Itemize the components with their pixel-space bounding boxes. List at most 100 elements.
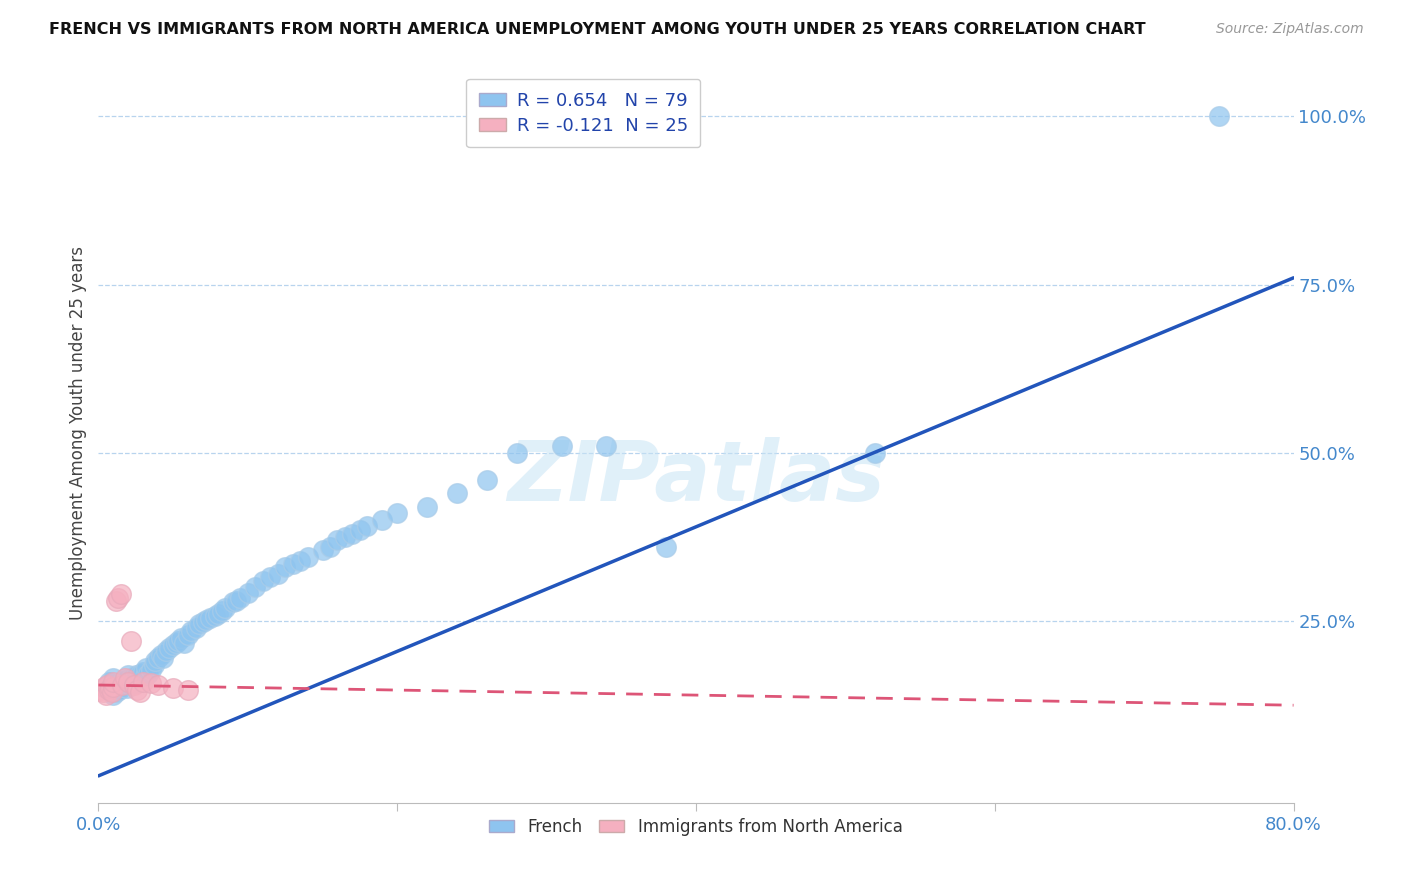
Point: [150, 648, 173, 662]
Y-axis label: Unemployment Among Youth under 25 years: Unemployment Among Youth under 25 years: [69, 245, 87, 620]
Point: [349, 523, 371, 537]
Point: [101, 685, 124, 699]
Point: [371, 513, 394, 527]
Point: [342, 526, 364, 541]
Point: [120, 671, 142, 685]
Point: [134, 669, 156, 683]
Point: [245, 581, 267, 595]
Point: [93, 680, 115, 694]
Point: [91, 685, 114, 699]
Point: [166, 634, 188, 648]
Point: [165, 635, 187, 649]
Point: [157, 640, 180, 655]
Point: [333, 530, 356, 544]
Point: [135, 661, 157, 675]
Point: [319, 540, 342, 554]
Point: [252, 574, 274, 588]
Point: [124, 678, 146, 692]
Point: [118, 678, 141, 692]
Point: [139, 676, 162, 690]
Point: [129, 666, 152, 681]
Point: [105, 594, 128, 608]
Point: [225, 594, 247, 608]
Point: [97, 674, 120, 689]
Point: [96, 678, 118, 692]
Point: [200, 611, 222, 625]
Point: [222, 595, 245, 609]
Point: [103, 688, 125, 702]
Point: [177, 627, 200, 641]
Point: [128, 671, 150, 685]
Point: [214, 600, 236, 615]
Point: [184, 621, 207, 635]
Point: [655, 540, 678, 554]
Point: [274, 560, 297, 574]
Point: [107, 678, 129, 692]
Point: [311, 543, 333, 558]
Point: [103, 671, 125, 685]
Point: [98, 681, 122, 696]
Point: [229, 591, 252, 605]
Text: Source: ZipAtlas.com: Source: ZipAtlas.com: [1216, 22, 1364, 37]
Point: [595, 439, 617, 453]
Point: [103, 680, 125, 694]
Point: [121, 674, 143, 689]
Point: [204, 608, 226, 623]
Point: [155, 644, 177, 658]
Point: [143, 655, 166, 669]
Legend: French, Immigrants from North America: French, Immigrants from North America: [482, 811, 910, 843]
Point: [297, 550, 319, 565]
Point: [177, 682, 200, 697]
Point: [129, 685, 152, 699]
Point: [107, 591, 129, 605]
Text: FRENCH VS IMMIGRANTS FROM NORTH AMERICA UNEMPLOYMENT AMONG YOUTH UNDER 25 YEARS : FRENCH VS IMMIGRANTS FROM NORTH AMERICA …: [49, 22, 1146, 37]
Point: [132, 674, 155, 689]
Point: [191, 615, 214, 630]
Point: [127, 676, 149, 690]
Point: [114, 673, 136, 688]
Point: [475, 473, 498, 487]
Point: [142, 657, 165, 672]
Point: [120, 634, 142, 648]
Point: [110, 587, 132, 601]
Point: [195, 613, 218, 627]
Point: [162, 681, 184, 696]
Point: [114, 671, 136, 685]
Point: [281, 557, 304, 571]
Point: [865, 446, 887, 460]
Point: [117, 668, 139, 682]
Point: [288, 553, 311, 567]
Point: [115, 681, 138, 696]
Point: [98, 678, 122, 692]
Point: [117, 674, 139, 689]
Point: [506, 446, 529, 460]
Point: [187, 617, 209, 632]
Point: [94, 688, 117, 702]
Point: [446, 486, 468, 500]
Point: [108, 682, 131, 697]
Point: [112, 676, 135, 690]
Point: [127, 682, 149, 697]
Point: [111, 678, 134, 692]
Point: [105, 685, 128, 699]
Point: [259, 570, 281, 584]
Point: [148, 678, 170, 692]
Point: [110, 680, 132, 694]
Text: ZIPatlas: ZIPatlas: [508, 436, 884, 517]
Point: [90, 682, 112, 697]
Point: [326, 533, 349, 548]
Point: [356, 518, 378, 533]
Point: [148, 651, 170, 665]
Point: [180, 624, 202, 639]
Point: [162, 638, 184, 652]
Point: [94, 681, 117, 696]
Point: [125, 668, 148, 682]
Point: [211, 604, 233, 618]
Point: [385, 507, 409, 521]
Point: [97, 682, 120, 697]
Point: [207, 607, 229, 622]
Point: [550, 439, 572, 453]
Point: [103, 674, 125, 689]
Point: [139, 663, 162, 677]
Point: [152, 651, 174, 665]
